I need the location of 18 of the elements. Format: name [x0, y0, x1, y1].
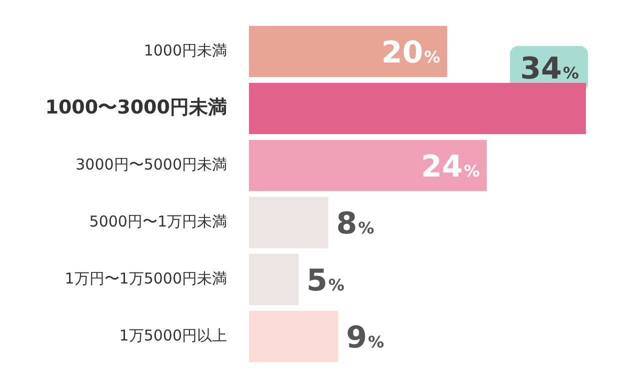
y-tick-label: 1000〜3000円未満: [45, 96, 227, 118]
data-label: 8%: [336, 206, 374, 242]
y-tick-label: 3000円〜5000円未満: [76, 155, 227, 174]
data-label: 24%: [421, 150, 480, 184]
bar: [249, 26, 448, 78]
data-label: 20%: [381, 36, 440, 70]
y-tick-label: 5000円〜1万円未満: [89, 212, 227, 230]
data-label: 34%: [520, 52, 579, 86]
y-tick-label: 1万5000円以上: [119, 326, 227, 344]
bar: [249, 196, 328, 248]
bar: [249, 140, 487, 192]
bar: [249, 254, 299, 306]
data-label: 5%: [306, 264, 344, 298]
bar: [249, 82, 586, 134]
data-label: 9%: [346, 320, 384, 356]
y-tick-label: 1万円〜1万5000円未満: [64, 269, 227, 288]
y-tick-label: 1000円未満: [144, 41, 227, 60]
bar: [249, 310, 338, 362]
